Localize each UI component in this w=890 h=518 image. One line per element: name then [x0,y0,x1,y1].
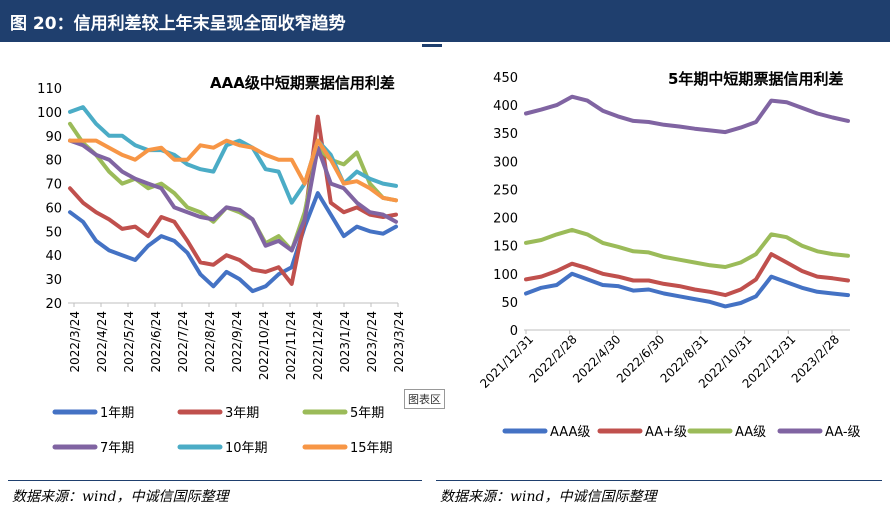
x-tick-label: 2022/11/24 [284,311,298,380]
y-tick-label: 70 [45,178,62,193]
x-tick-label: 2022/10/24 [257,311,271,380]
legend-label: 5年期 [350,406,384,421]
y-tick-label: 0 [510,324,518,339]
series-line [68,138,398,203]
y-tick-label: 30 [45,273,62,288]
y-tick-label: 20 [45,297,62,312]
y-tick-label: 200 [493,212,518,227]
chart-title: AAA级中短期票据信用利差 [210,74,395,92]
legend-label: AA级 [735,425,766,440]
y-tick-label: 300 [493,155,518,170]
figure-title: 图 20：信用利差较上年末呈现全面收窄趋势 [10,14,346,34]
y-tick-label: 110 [37,82,62,97]
y-tick-label: 350 [493,127,518,142]
series-line [524,271,850,309]
y-tick-label: 100 [493,268,518,283]
title-bar: 图 20：信用利差较上年末呈现全面收窄趋势 [0,0,890,42]
legend-label: AA-级 [825,425,861,440]
series-line [68,138,398,253]
series-line [524,94,850,135]
legend-label: 7年期 [100,441,134,456]
y-tick-label: 400 [493,99,518,114]
x-tick-label: 2022/5/24 [122,311,136,373]
source-note-right: 数据来源：wind，中诚信国际整理 [440,489,657,505]
x-tick-label: 2022/8/24 [203,311,217,373]
legend-label: 15年期 [350,441,393,456]
y-tick-label: 60 [45,201,62,216]
x-tick-label: 2023/1/24 [338,311,352,373]
legend-label: 1年期 [100,406,134,421]
x-tick-label: 2022/9/24 [230,311,244,373]
y-tick-label: 80 [45,154,62,169]
chart-area-tooltip: 图表区 [404,389,445,409]
source-note-left: 数据来源：wind，中诚信国际整理 [12,489,229,505]
x-tick-label: 2022/7/24 [176,311,190,373]
chart-title: 5年期中短期票据信用利差 [668,70,843,88]
legend-label: AAA级 [550,425,590,440]
y-tick-label: 250 [493,183,518,198]
y-tick-label: 50 [45,225,62,240]
x-tick-label: 2022/6/24 [149,311,163,373]
y-tick-label: 450 [493,71,518,86]
series-line [524,227,850,269]
series-line [68,191,398,294]
x-tick-label: 2022/12/24 [311,311,325,380]
y-tick-label: 50 [501,296,518,311]
series-line [524,252,850,298]
x-tick-label: 2021/12/31 [477,332,536,391]
x-tick-label: 2023/3/24 [392,311,406,373]
y-tick-label: 100 [37,106,62,121]
legend-label: 3年期 [225,406,259,421]
x-tick-label: 2022/3/24 [68,311,82,373]
y-tick-label: 90 [45,130,62,145]
footer-rule-right [436,480,882,481]
series-line [68,114,398,286]
x-tick-label: 2022/4/24 [95,311,109,373]
y-tick-label: 150 [493,240,518,255]
legend-label: 10年期 [225,441,268,456]
x-tick-label: 2023/2/28 [789,332,842,385]
footer-rule-left [8,480,422,481]
x-tick-label: 2023/2/24 [365,311,379,373]
y-tick-label: 40 [45,249,62,264]
header-accent [422,44,442,47]
legend-label: AA+级 [645,425,687,440]
